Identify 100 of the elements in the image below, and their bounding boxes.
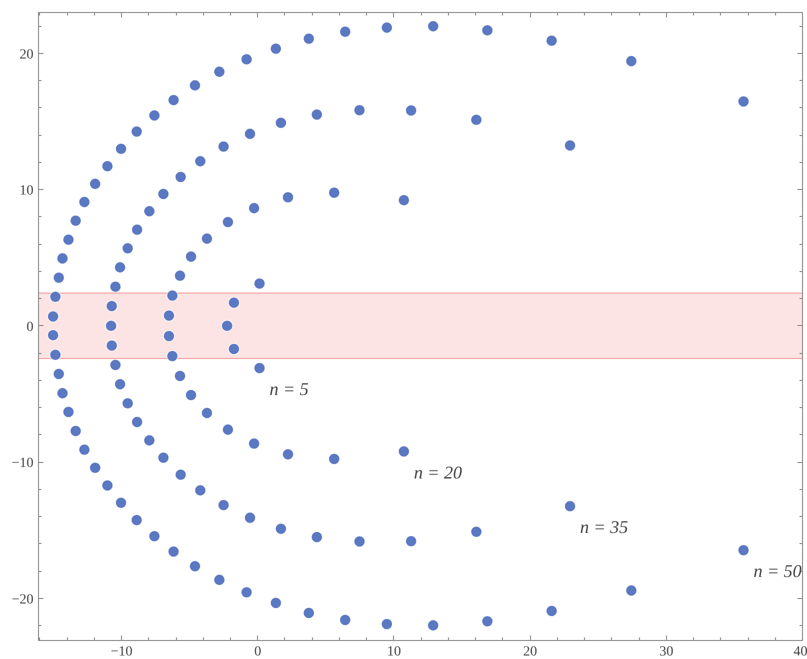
point bbox=[106, 340, 118, 352]
x-tick-label: 20 bbox=[523, 644, 538, 659]
point bbox=[248, 202, 260, 214]
point bbox=[56, 252, 68, 264]
point bbox=[185, 389, 197, 401]
point bbox=[70, 214, 82, 226]
point bbox=[328, 453, 340, 465]
x-tick-label: 0 bbox=[254, 644, 262, 659]
point bbox=[78, 196, 90, 208]
point bbox=[102, 160, 114, 172]
point bbox=[110, 359, 122, 371]
point bbox=[339, 614, 351, 626]
point bbox=[626, 584, 638, 596]
series-label: n = 50 bbox=[754, 561, 802, 582]
point bbox=[303, 32, 315, 44]
point bbox=[62, 234, 74, 246]
point bbox=[158, 188, 170, 200]
point bbox=[131, 224, 143, 236]
point bbox=[114, 378, 126, 390]
point bbox=[89, 178, 101, 190]
point bbox=[218, 499, 230, 511]
point bbox=[62, 406, 74, 418]
point bbox=[163, 330, 175, 342]
point bbox=[470, 526, 482, 538]
point bbox=[282, 448, 294, 460]
point bbox=[115, 143, 127, 155]
point bbox=[163, 310, 175, 322]
point bbox=[194, 484, 206, 496]
point bbox=[106, 300, 118, 312]
point bbox=[282, 192, 294, 204]
point bbox=[482, 24, 494, 36]
point bbox=[114, 262, 126, 274]
y-tick-label: 0 bbox=[26, 320, 34, 335]
point bbox=[174, 270, 186, 282]
point bbox=[115, 496, 127, 509]
point bbox=[102, 480, 114, 492]
point bbox=[405, 104, 417, 116]
point bbox=[427, 620, 439, 632]
point bbox=[470, 114, 482, 126]
y-tick-label: −20 bbox=[12, 592, 34, 608]
point bbox=[427, 20, 439, 32]
point bbox=[130, 126, 142, 138]
point bbox=[738, 96, 750, 108]
point bbox=[168, 546, 180, 558]
x-tick-label: −10 bbox=[110, 644, 133, 659]
point bbox=[564, 500, 576, 512]
point bbox=[214, 574, 226, 586]
point bbox=[89, 462, 101, 474]
point bbox=[166, 290, 178, 302]
point bbox=[122, 242, 134, 254]
point bbox=[148, 110, 160, 122]
point bbox=[244, 512, 256, 524]
point bbox=[240, 54, 252, 66]
point bbox=[189, 560, 201, 572]
point bbox=[381, 22, 393, 34]
point bbox=[738, 544, 750, 556]
point bbox=[194, 155, 206, 168]
point bbox=[70, 425, 82, 437]
point bbox=[328, 186, 340, 199]
point bbox=[52, 272, 65, 284]
x-tick-label: 40 bbox=[794, 644, 807, 659]
point bbox=[626, 55, 638, 67]
point bbox=[339, 26, 351, 38]
point bbox=[144, 434, 156, 446]
point bbox=[174, 468, 186, 481]
point bbox=[240, 586, 252, 598]
point bbox=[275, 523, 287, 535]
point bbox=[270, 42, 282, 55]
point bbox=[201, 232, 213, 244]
point bbox=[174, 370, 186, 382]
point bbox=[222, 424, 234, 436]
point bbox=[311, 108, 323, 120]
point bbox=[131, 416, 143, 428]
point bbox=[398, 194, 410, 206]
point bbox=[166, 350, 178, 362]
point bbox=[47, 329, 59, 342]
series-label: n = 20 bbox=[414, 462, 462, 482]
point bbox=[189, 80, 201, 92]
point bbox=[122, 398, 134, 410]
point bbox=[564, 140, 576, 152]
point bbox=[275, 117, 287, 129]
point bbox=[244, 128, 256, 140]
y-tick-label: 10 bbox=[20, 184, 34, 199]
point bbox=[56, 387, 68, 400]
y-tick-label: 20 bbox=[20, 47, 34, 62]
point bbox=[254, 278, 266, 290]
point bbox=[546, 34, 558, 46]
x-tick-label: 10 bbox=[386, 644, 401, 659]
point bbox=[50, 349, 62, 361]
x-tick-label: 30 bbox=[659, 644, 674, 659]
point bbox=[78, 444, 90, 456]
point bbox=[248, 438, 260, 450]
point bbox=[222, 216, 234, 228]
point bbox=[50, 291, 62, 303]
point bbox=[47, 310, 59, 322]
point bbox=[482, 616, 494, 628]
point bbox=[405, 535, 417, 547]
series-label: n = 35 bbox=[580, 517, 628, 538]
point bbox=[110, 280, 122, 293]
point bbox=[398, 446, 410, 458]
